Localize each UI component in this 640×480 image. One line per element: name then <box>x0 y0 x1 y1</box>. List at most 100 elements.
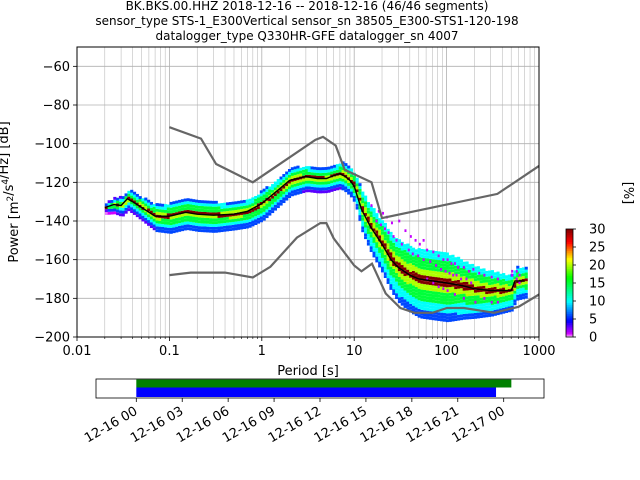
psd-outlier-cell <box>462 266 465 269</box>
psd-cell <box>364 227 368 231</box>
psd-cell <box>262 203 266 207</box>
psd-cell <box>316 170 320 173</box>
psd-cell <box>406 284 410 288</box>
psd-cell <box>448 310 452 314</box>
psd-cell <box>175 203 179 207</box>
psd-cell <box>442 257 447 261</box>
psd-cell <box>442 289 447 293</box>
psd-cell <box>189 216 193 220</box>
psd-cell <box>440 272 444 275</box>
psd-cell <box>183 227 187 231</box>
psd-cell <box>479 297 483 301</box>
psd-cell <box>414 287 418 290</box>
psd-cell <box>118 207 123 211</box>
psd-cell <box>372 234 376 238</box>
psd-cell <box>231 204 235 208</box>
psd-cell <box>163 221 168 225</box>
psd-cell <box>476 303 480 307</box>
psd-cell <box>192 210 196 214</box>
psd-cell <box>169 216 173 220</box>
psd-cell <box>352 195 356 199</box>
psd-cell <box>251 223 255 227</box>
psd-cell <box>369 246 373 250</box>
psd-cell <box>304 177 309 181</box>
colorbar-tick-label: 30 <box>589 223 606 238</box>
psd-cell <box>366 228 371 232</box>
psd-cell <box>237 209 241 213</box>
psd-cell <box>217 212 221 215</box>
psd-cell <box>440 251 444 255</box>
psd-cell <box>220 223 224 227</box>
psd-cell <box>459 302 463 306</box>
psd-cell <box>485 276 489 280</box>
psd-cell <box>268 203 272 207</box>
colorbar-tick-label: 25 <box>589 241 606 256</box>
psd-cell <box>155 208 159 212</box>
psd-cell <box>380 234 385 238</box>
psd-cell <box>304 166 309 170</box>
psd-cell <box>471 284 475 288</box>
psd-cell <box>130 207 134 211</box>
psd-cell <box>473 289 478 293</box>
psd-cell <box>406 287 410 290</box>
psd-cell <box>330 168 334 172</box>
psd-cell <box>211 221 216 225</box>
colorbar-segment <box>566 313 573 316</box>
psd-cell <box>225 213 230 217</box>
psd-cell <box>426 272 430 276</box>
psd-cell <box>516 277 520 281</box>
psd-cell <box>386 269 390 273</box>
colorbar-segment <box>566 317 573 320</box>
psd-cell <box>488 314 492 317</box>
psd-cell <box>251 220 255 224</box>
psd-cell <box>403 302 407 306</box>
psd-cell <box>426 281 430 285</box>
psd-cell <box>369 208 373 212</box>
psd-cell <box>147 199 151 203</box>
psd-cell <box>454 300 458 304</box>
psd-cell <box>513 282 517 285</box>
psd-cell <box>194 228 199 232</box>
psd-cell <box>366 225 371 229</box>
psd-cell <box>409 298 413 301</box>
psd-cell <box>442 252 447 256</box>
psd-cell <box>341 178 345 182</box>
psd-cell <box>341 187 345 191</box>
psd-cell <box>403 284 407 288</box>
psd-cell <box>448 301 452 305</box>
colorbar-segment <box>566 256 573 259</box>
psd-cell <box>434 317 438 321</box>
mean-psd <box>104 172 525 292</box>
psd-cell <box>155 226 159 230</box>
psd-cell <box>426 313 430 317</box>
psd-cell <box>499 282 503 286</box>
psd-cell <box>490 296 494 300</box>
psd-cell <box>279 202 283 206</box>
psd-cell <box>476 289 480 293</box>
psd-cell <box>285 174 289 178</box>
psd-cell <box>488 279 492 283</box>
psd-cell <box>485 282 489 286</box>
psd-cell <box>426 290 430 294</box>
psd-cell <box>417 259 421 263</box>
psd-cell <box>166 219 170 222</box>
psd-cell <box>403 296 407 300</box>
psd-cell <box>124 207 128 211</box>
psd-cell <box>369 231 373 235</box>
psd-cell <box>132 209 137 213</box>
psd-cell <box>428 287 432 291</box>
psd-cell <box>462 299 466 303</box>
psd-cell <box>502 299 506 303</box>
psd-cell <box>383 231 387 235</box>
y-axis-label-part: Power [ <box>7 214 22 263</box>
psd-cell <box>293 192 297 196</box>
psd-cell <box>451 312 455 316</box>
psd-cell <box>482 314 486 318</box>
psd-cell <box>378 235 382 239</box>
psd-cell <box>369 240 373 244</box>
psd-cell <box>349 191 354 195</box>
y-axis-label: Power [m2/s4/Hz] [dB] <box>0 121 22 262</box>
psd-cell <box>256 217 261 221</box>
psd-cell <box>138 199 142 202</box>
